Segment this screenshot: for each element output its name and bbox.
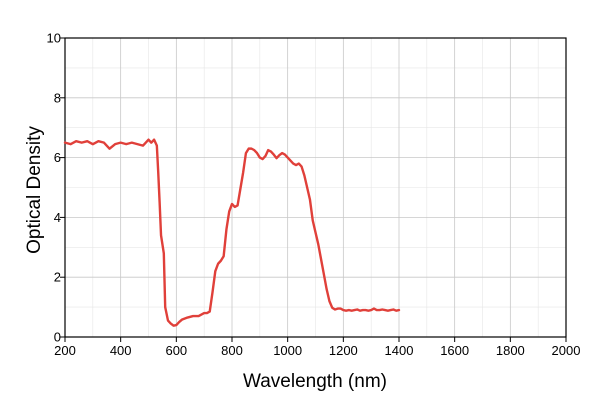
- series-line: [63, 138, 401, 327]
- x-tick-label: 200: [54, 343, 76, 358]
- y-tick-label: 6: [54, 150, 61, 165]
- y-tick-label: 2: [54, 270, 61, 285]
- x-tick-label: 600: [165, 343, 187, 358]
- x-tick-label: 1600: [440, 343, 469, 358]
- x-tick-label: 2000: [552, 343, 581, 358]
- plot-area-frame: [64, 37, 567, 338]
- x-tick-label: 1800: [496, 343, 525, 358]
- y-tick-labels: 0 2 4 6 8 10: [47, 31, 61, 345]
- y-axis-label: Optical Density: [24, 126, 45, 254]
- y-tick-label: 10: [47, 31, 61, 46]
- grid: [65, 38, 566, 337]
- x-tick-label: 400: [110, 343, 132, 358]
- x-tick-label: 1200: [329, 343, 358, 358]
- y-tick-label: 4: [54, 210, 61, 225]
- x-tick-labels: 200 400 600 800 1000 1200 1400 1600 1800 2000: [54, 343, 580, 358]
- axis-ticks: [60, 37, 567, 342]
- x-tick-label: 800: [221, 343, 243, 358]
- y-tick-label: 0: [54, 330, 61, 345]
- y-tick-label: 8: [54, 90, 61, 105]
- x-tick-label: 1000: [273, 343, 302, 358]
- x-axis-label: Wavelength (nm): [243, 371, 387, 392]
- x-tick-label: 1400: [385, 343, 414, 358]
